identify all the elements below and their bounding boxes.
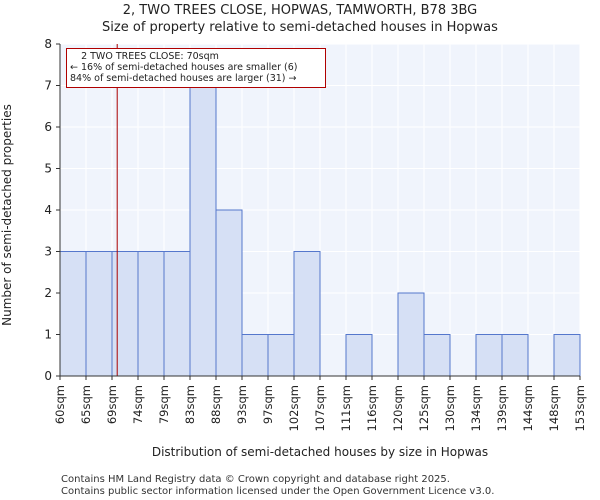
y-tick-label: 5 xyxy=(44,162,52,176)
histogram-bar xyxy=(293,251,321,377)
x-tick-label: 93sqm xyxy=(235,385,249,424)
x-tick-label: 107sqm xyxy=(313,385,327,431)
x-tick-label: 139sqm xyxy=(495,385,509,431)
y-tick-label: 8 xyxy=(44,37,52,51)
x-tick-label: 144sqm xyxy=(521,385,535,431)
histogram-bar xyxy=(189,85,217,377)
histogram-bar xyxy=(59,251,87,377)
chart-subtitle: Size of property relative to semi-detach… xyxy=(102,20,498,35)
x-tick-label: 130sqm xyxy=(443,385,457,431)
y-tick-label: 4 xyxy=(44,203,52,217)
histogram-bar xyxy=(111,251,139,377)
histogram-bar xyxy=(397,292,425,377)
histogram-bar xyxy=(163,251,191,377)
x-tick-label: 153sqm xyxy=(573,385,587,431)
y-tick-label: 0 xyxy=(44,369,52,383)
x-axis-label: Distribution of semi-detached houses by … xyxy=(151,445,489,459)
y-tick-label: 7 xyxy=(44,79,52,93)
y-tick-label: 6 xyxy=(44,120,52,134)
x-tick-label: 120sqm xyxy=(391,385,405,431)
x-tick-label: 97sqm xyxy=(261,385,275,424)
x-tick-label: 74sqm xyxy=(131,385,145,424)
property-annotation: 2 TWO TREES CLOSE: 70sqm ← 16% of semi-d… xyxy=(66,48,326,88)
histogram-bar xyxy=(345,334,373,377)
x-tick-label: 116sqm xyxy=(365,385,379,431)
histogram-bar xyxy=(423,334,451,377)
histogram-bar xyxy=(215,209,243,377)
annotation-line-2: ← 16% of semi-detached houses are smalle… xyxy=(70,62,298,73)
annotation-line-1: 2 TWO TREES CLOSE: 70sqm xyxy=(81,51,219,62)
y-tick-label: 3 xyxy=(44,245,52,259)
annotation-line-3: 84% of semi-detached houses are larger (… xyxy=(70,73,297,84)
y-tick-label: 2 xyxy=(44,286,52,300)
histogram-bar xyxy=(475,334,503,377)
x-tick-label: 60sqm xyxy=(53,385,67,424)
histogram-bar xyxy=(137,251,165,377)
x-tick-label: 65sqm xyxy=(79,385,93,424)
histogram-bar xyxy=(501,334,529,377)
x-tick-label: 102sqm xyxy=(287,385,301,431)
y-axis-label: Number of semi-detached properties xyxy=(0,104,14,326)
x-tick-label: 125sqm xyxy=(417,385,431,431)
footer-line-1: Contains HM Land Registry data © Crown c… xyxy=(61,474,450,485)
chart-title: 2, TWO TREES CLOSE, HOPWAS, TAMWORTH, B7… xyxy=(122,3,478,18)
x-tick-label: 69sqm xyxy=(105,385,119,424)
histogram-bar xyxy=(85,251,113,377)
x-tick-label: 79sqm xyxy=(157,385,171,424)
histogram-bar xyxy=(553,334,581,377)
footer-line-2: Contains public sector information licen… xyxy=(61,486,495,497)
histogram-bar xyxy=(241,334,269,377)
y-tick-label: 1 xyxy=(44,328,52,342)
histogram-bar xyxy=(267,334,295,377)
x-tick-label: 88sqm xyxy=(209,385,223,424)
x-tick-label: 83sqm xyxy=(183,385,197,424)
x-tick-label: 134sqm xyxy=(469,385,483,431)
x-tick-label: 111sqm xyxy=(339,385,353,431)
x-tick-label: 148sqm xyxy=(547,385,561,431)
